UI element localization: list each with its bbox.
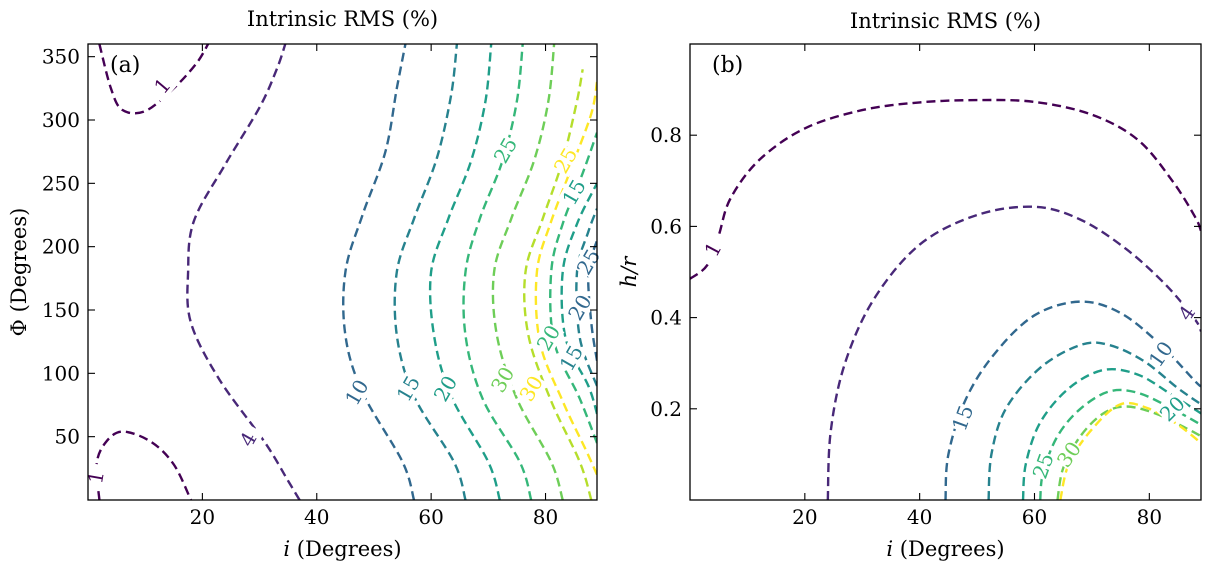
contour-label: 20 bbox=[563, 290, 597, 324]
contour-line-4-1-0 bbox=[186, 44, 301, 500]
contour-line-4-1-0 bbox=[826, 205, 1201, 500]
contour-lines bbox=[690, 98, 1201, 500]
x-tick-label: 40 bbox=[907, 505, 932, 529]
contour-lines bbox=[95, 44, 597, 500]
y-tick-label: 350 bbox=[42, 45, 80, 69]
contour-label-bg bbox=[82, 462, 110, 492]
contour-label: 25 bbox=[489, 133, 523, 167]
contour-label-bg bbox=[392, 371, 425, 406]
contour-line-15-3-0 bbox=[987, 341, 1201, 500]
contour-label-bg bbox=[549, 143, 582, 178]
y-axis-label: Φ (Degrees) bbox=[7, 208, 31, 337]
contour-label-bg bbox=[486, 362, 519, 397]
x-tick-label: 20 bbox=[190, 505, 215, 529]
contour-line-15-3-0 bbox=[393, 44, 467, 500]
contour-label-bg bbox=[1155, 391, 1190, 426]
contour-label-bg bbox=[429, 371, 462, 406]
panel-label: (a) bbox=[110, 53, 140, 78]
x-axis-label: i (Degrees) bbox=[283, 537, 401, 561]
x-tick-label: 80 bbox=[1137, 505, 1162, 529]
contour-label: 15 bbox=[557, 175, 591, 209]
contour-label: 15 bbox=[555, 341, 589, 375]
contour-label-bg bbox=[515, 371, 548, 406]
contour-label-bg bbox=[555, 341, 588, 375]
contour-line-25-5-0 bbox=[462, 44, 533, 500]
contour-label-bg bbox=[340, 375, 373, 410]
contour-line-25-9-0 bbox=[549, 132, 597, 444]
y-tick-label: 300 bbox=[42, 108, 80, 132]
contour-line-20-4-0 bbox=[1021, 368, 1201, 500]
x-tick-label: 20 bbox=[792, 505, 817, 529]
contour-label: 20 bbox=[1155, 391, 1190, 426]
contour-label-bg bbox=[232, 422, 265, 456]
y-tick-label: 0.8 bbox=[650, 123, 682, 147]
x-tick-label: 60 bbox=[418, 505, 443, 529]
contour-line-30-8-0 bbox=[534, 81, 597, 476]
contour-label: 30 bbox=[514, 372, 548, 406]
x-tick-label: 60 bbox=[1022, 505, 1047, 529]
contour-line-20-4-0 bbox=[428, 44, 501, 500]
contour-line-1-0-0 bbox=[690, 98, 1201, 280]
contour-label-bg bbox=[1028, 449, 1058, 482]
contour-label: 1 bbox=[83, 469, 109, 486]
contour-label-bg bbox=[563, 290, 596, 325]
chart-title: Intrinsic RMS (%) bbox=[247, 7, 438, 31]
contour-label: 15 bbox=[947, 402, 978, 434]
contour-line-10-2-0 bbox=[342, 44, 416, 500]
contour-label-bg bbox=[697, 232, 729, 266]
contour-label: 25 bbox=[549, 144, 583, 178]
y-tick-label: 0.2 bbox=[650, 397, 682, 421]
contour-label-bg bbox=[145, 68, 180, 103]
plot-frame bbox=[689, 43, 1202, 501]
x-axis-label: i (Degrees) bbox=[886, 537, 1004, 561]
contour-label-bg bbox=[558, 175, 591, 209]
contour-label-bg bbox=[489, 133, 522, 168]
contour-label: 10 bbox=[1144, 337, 1178, 372]
x-tick-label: 40 bbox=[304, 505, 329, 529]
contour-line-35-7-0 bbox=[1059, 401, 1201, 500]
chart-title: Intrinsic RMS (%) bbox=[850, 9, 1041, 33]
contour-label: 20 bbox=[429, 372, 463, 406]
contour-line-1-0-0 bbox=[98, 44, 210, 115]
contour-label-bg bbox=[1144, 337, 1178, 372]
y-tick-label: 250 bbox=[42, 171, 80, 195]
x-tick-label: 80 bbox=[533, 505, 558, 529]
contour-line-10-12-0 bbox=[587, 239, 597, 361]
y-tick-label: 50 bbox=[55, 425, 80, 449]
contour-label-bg bbox=[532, 321, 565, 355]
panel-label: (b) bbox=[712, 53, 743, 78]
y-tick-label: 150 bbox=[42, 298, 80, 322]
y-tick-label: 100 bbox=[42, 361, 80, 385]
y-tick-label: 200 bbox=[42, 235, 80, 259]
contour-line-30-6-0 bbox=[491, 44, 564, 500]
contour-line-20-10-0 bbox=[560, 182, 597, 415]
contour-label-bg bbox=[1170, 296, 1204, 330]
y-axis-label: h/r bbox=[617, 255, 641, 288]
contour-label-bg bbox=[947, 401, 978, 434]
contour-label-bg bbox=[1052, 437, 1086, 472]
contour-line-1-0-1 bbox=[95, 430, 192, 500]
plot-frame bbox=[87, 43, 598, 501]
y-tick-label: 0.4 bbox=[650, 306, 682, 330]
y-tick-label: 0.6 bbox=[650, 214, 682, 238]
contour-line-35-7-0 bbox=[523, 69, 593, 500]
contour-label: 15 bbox=[392, 372, 426, 406]
